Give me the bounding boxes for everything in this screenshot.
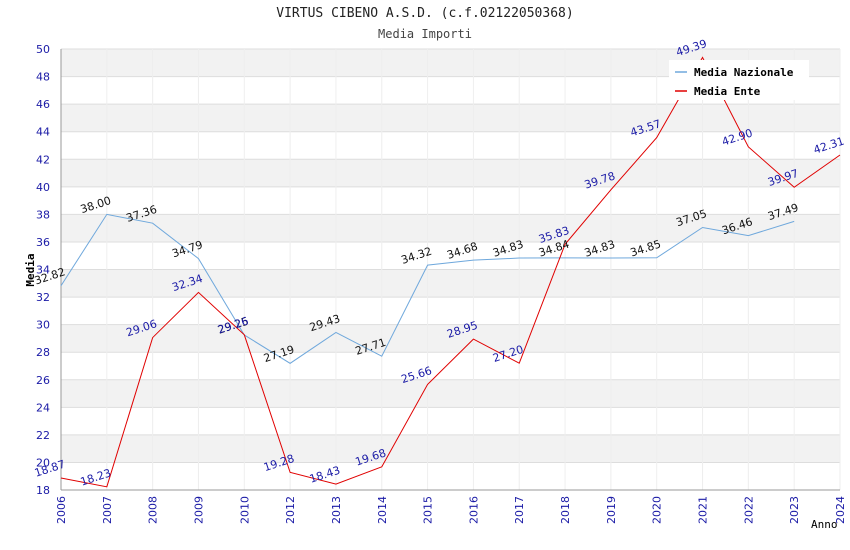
x-tick-label: 2023 [788, 496, 801, 524]
x-tick-label: 2015 [422, 496, 435, 524]
y-tick-label: 24 [36, 401, 50, 414]
grid-band [61, 269, 840, 298]
data-label: 42.31 [812, 135, 846, 157]
y-axis-label: Media [24, 253, 37, 286]
x-axis-label: Anno [811, 518, 838, 531]
y-tick-label: 32 [36, 291, 50, 304]
data-label: 18.43 [308, 464, 342, 486]
series-line-media-nazionale [60, 213, 795, 364]
grid-band [61, 324, 840, 353]
chart-title: VIRTUS CIBENO A.S.D. (c.f.02122050368) [276, 6, 574, 21]
x-tick-label: 2007 [101, 496, 114, 524]
x-tick-label: 2010 [238, 496, 251, 524]
x-tick-label: 2016 [467, 496, 480, 524]
y-tick-label: 38 [36, 208, 50, 221]
y-tick-label: 30 [36, 319, 50, 332]
legend-entry: Media Nazionale [694, 66, 794, 79]
legend: Media Nazionale Media Ente [669, 60, 809, 100]
y-tick-label: 28 [36, 346, 50, 359]
x-tick-label: 2009 [192, 496, 205, 524]
y-tick-label: 22 [36, 429, 50, 442]
data-label: 34.68 [445, 240, 479, 262]
y-tick-label: 50 [36, 43, 50, 56]
y-tick-label: 36 [36, 236, 50, 249]
y-tick-label: 42 [36, 153, 50, 166]
x-tick-label: 2006 [55, 496, 68, 524]
grid-band [61, 379, 840, 408]
x-tick-label: 2019 [605, 496, 618, 524]
grid-bands [61, 49, 840, 463]
y-tick-label: 20 [36, 456, 50, 469]
x-tick-label: 2021 [697, 496, 710, 524]
x-tick-label: 2020 [651, 496, 664, 524]
x-tick-label: 2022 [742, 496, 755, 524]
legend-entry: Media Ente [694, 85, 761, 98]
y-tick-label: 18 [36, 484, 50, 497]
grid-band [61, 434, 840, 463]
axes [60, 49, 840, 491]
x-tick-label: 2008 [147, 496, 160, 524]
grid-band [61, 214, 840, 242]
y-tick-label: 40 [36, 181, 50, 194]
x-tick-label: 2012 [284, 496, 297, 524]
y-tick-label: 26 [36, 374, 50, 387]
chart-subtitle: Media Importi [378, 27, 472, 41]
x-tick-label: 2018 [559, 496, 572, 524]
legend-box [669, 60, 809, 100]
x-tick-label: 2014 [376, 496, 389, 524]
y-tick-label: 46 [36, 98, 50, 111]
y-tick-labels: 18 20 22 24 26 28 30 32 34 36 38 40 42 44 46 48 50 [36, 43, 50, 497]
data-label: 34.32 [400, 245, 434, 267]
y-tick-label: 48 [36, 71, 50, 84]
grid-band [61, 104, 840, 132]
y-tick-label: 44 [36, 126, 50, 139]
x-tick-labels: 2006 2007 2008 2009 2010 2012 2013 2014 2015 2016… [55, 496, 847, 524]
x-tick-label: 2024 [834, 496, 847, 524]
x-tick-label: 2013 [330, 496, 343, 524]
grid-band [61, 159, 840, 187]
y-tick-label: 34 [36, 264, 50, 277]
x-tick-label: 2017 [513, 496, 526, 524]
data-label: 38.00 [79, 194, 113, 216]
